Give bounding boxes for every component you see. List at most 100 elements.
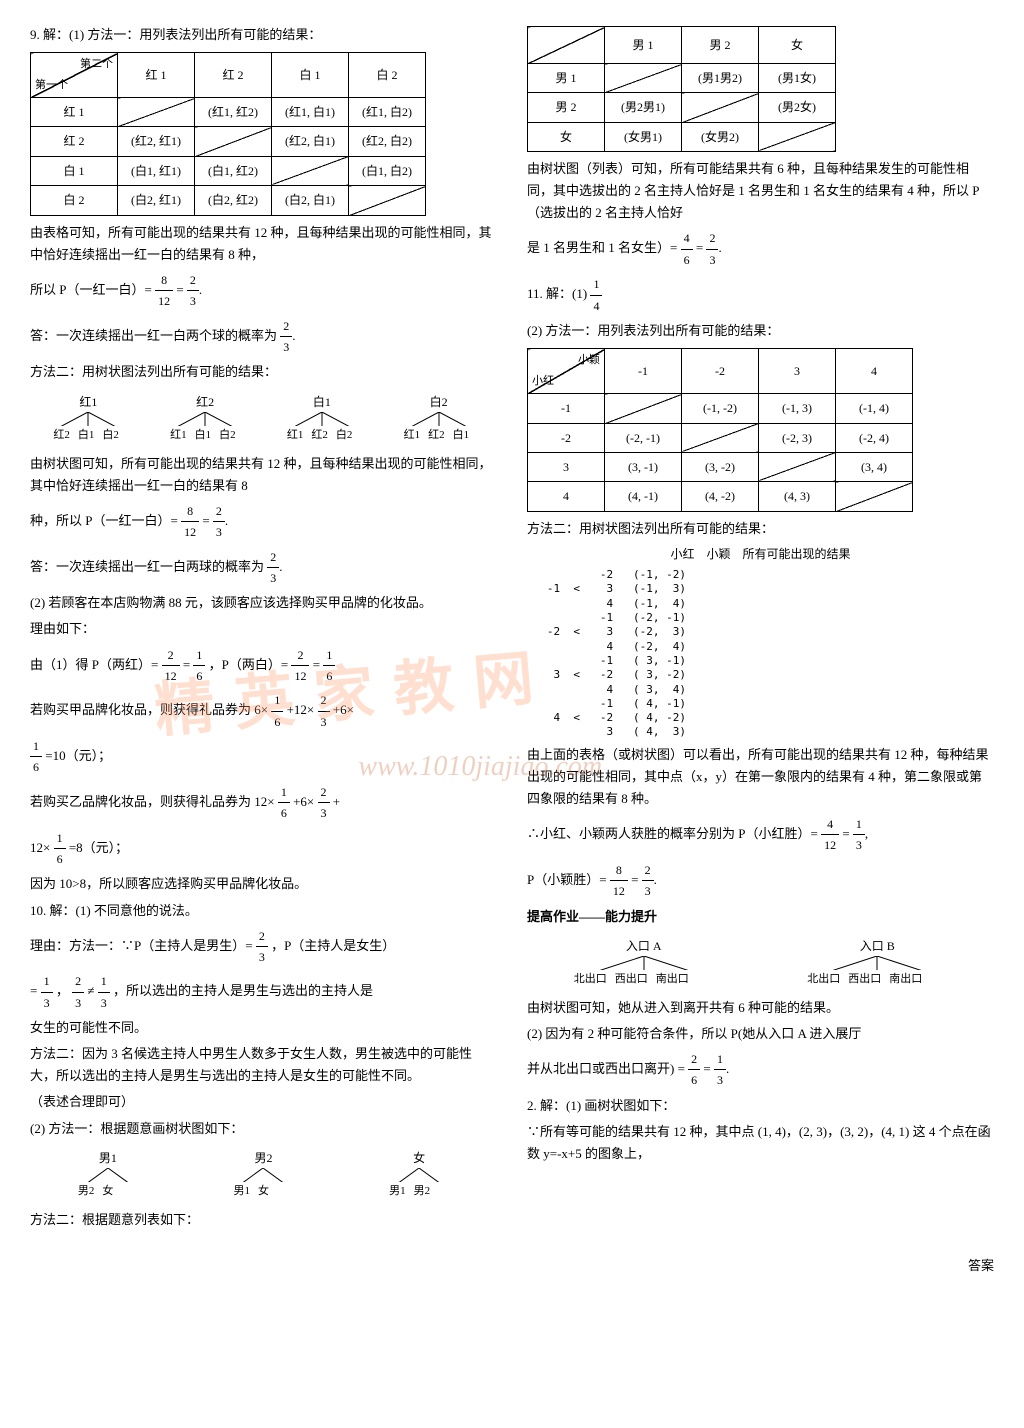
t1-cell — [195, 127, 272, 156]
text: ， — [56, 983, 69, 998]
t3-cell: (-2, 3) — [759, 423, 836, 452]
t3-col: -1 — [605, 349, 682, 394]
text: 答：一次连续摇出一红一白两个球的概率为 — [30, 328, 277, 343]
para: 由树状图可知，她从进入到离开共有 6 种可能的结果。 — [527, 997, 994, 1019]
para: 并从北出口或西出口离开) = 26 = 13. — [527, 1049, 994, 1091]
t2-cell — [759, 122, 836, 151]
t2-cell: (男1女) — [759, 64, 836, 93]
t1-cell: (白1, 白2) — [349, 156, 426, 185]
tree-branch: 男2 男1女 — [233, 1148, 293, 1201]
t3-col: 4 — [836, 349, 913, 394]
tree-branch: 白2 红1红2白1 — [404, 392, 474, 445]
tree-leaf: 白1 — [195, 426, 212, 445]
t1-rowh: 白 1 — [31, 156, 118, 185]
t1-cell: (白2, 白1) — [272, 186, 349, 215]
tree-leaf: 男2 — [414, 1182, 431, 1201]
tree-node: 红1 — [53, 392, 123, 412]
para: 是 1 名男生和 1 名女生）= 46 = 23. — [527, 228, 994, 270]
text: ，所以选出的主持人是男生与选出的主持人是 — [113, 983, 373, 998]
para: 若购买乙品牌化妆品，则获得礼品券为 12× 16 +6× 23 + — [30, 782, 497, 824]
t1-corner-bottom: 第一个 — [35, 76, 68, 95]
tree-branch: 白1 红1红2白2 — [287, 392, 357, 445]
table2: 男 1 男 2 女 男 1 (男1男2) (男1女) 男 2 (男2男1) (男… — [527, 26, 836, 152]
t3-cell — [836, 482, 913, 511]
t3-cell — [682, 423, 759, 452]
tree-lines-icon — [389, 1168, 449, 1182]
t3-cell — [605, 394, 682, 423]
t1-col: 白 1 — [272, 53, 349, 98]
t1-cell: (白2, 红2) — [195, 186, 272, 215]
t1-cell: (白1, 红1) — [118, 156, 195, 185]
t3-rowh: 4 — [528, 482, 605, 511]
text: +6× — [333, 702, 354, 717]
para: (2) 方法一：根据题意画树状图如下： — [30, 1118, 497, 1140]
tree-node: 男1 — [78, 1148, 138, 1168]
left-column: 9. 解：(1) 方法一：用列表法列出所有可能的结果： 第二个 第一个 红 1 … — [30, 20, 497, 1235]
t1-cell — [272, 156, 349, 185]
t3-cell: (-1, 4) — [836, 394, 913, 423]
text: +6× — [293, 794, 314, 809]
text: +12× — [287, 702, 315, 717]
text: 若购买乙品牌化妆品，则获得礼品券为 12× — [30, 794, 275, 809]
para: (2) 方法一：用列表法列出所有可能的结果： — [527, 320, 994, 342]
t2-col: 男 2 — [682, 27, 759, 64]
t2-col: 女 — [759, 27, 836, 64]
t1-cell: (白2, 红1) — [118, 186, 195, 215]
text: =10（元）； — [45, 748, 111, 763]
t1-cell: (红2, 白2) — [349, 127, 426, 156]
text: 若购买甲品牌化妆品，则获得礼品券为 6× — [30, 702, 268, 717]
fraction: 16 — [278, 782, 290, 824]
t1-corner-top: 第二个 — [80, 55, 113, 74]
tree-node: 入口 B — [807, 936, 947, 956]
text: = — [842, 826, 853, 841]
tree-node: 白2 — [404, 392, 474, 412]
t1-cell: (红1, 红2) — [195, 98, 272, 127]
t2-cell: (男2男1) — [605, 93, 682, 122]
t3-corner-bottom: 小红 — [532, 372, 554, 391]
t3-cell: (-1, -2) — [682, 394, 759, 423]
fraction: 46 — [681, 228, 693, 270]
text: + — [333, 794, 340, 809]
t1-cell — [118, 98, 195, 127]
tree3-header: 小红 小颖 所有可能出现的结果 — [527, 544, 994, 564]
tree-diagram-1: 红1 红2白1白2 红2 红1白1白2 白1 红1红2白2 白2 红1红2白1 — [30, 392, 497, 445]
text: = — [631, 872, 642, 887]
para: ∴小红、小颖两人获胜的概率分别为 P（小红胜）= 412 = 13, — [527, 814, 994, 856]
tree-lines-icon — [170, 412, 240, 426]
text: = — [183, 656, 194, 671]
para: (2) 因为有 2 种可能符合条件，所以 P(她从入口 A 进入展厅 — [527, 1023, 994, 1045]
t2-rowh: 男 2 — [528, 93, 605, 122]
t3-rowh: -1 — [528, 394, 605, 423]
para: 方法二：根据题意列表如下： — [30, 1209, 497, 1231]
tree-leaf: 红1 — [404, 426, 421, 445]
t1-rowh: 白 2 — [31, 186, 118, 215]
fraction: 16 — [271, 690, 283, 732]
fraction: 23 — [642, 860, 654, 902]
para: 方法二：用树状图法列出所有可能的结果： — [527, 518, 994, 540]
t1-cell: (红2, 红1) — [118, 127, 195, 156]
tree-lines-icon — [78, 1168, 138, 1182]
text: ≠ — [87, 983, 94, 998]
text: 所以 P（一红一白）= — [30, 282, 155, 297]
page-footer: 答案 — [30, 1255, 994, 1277]
text: = — [703, 1061, 714, 1076]
para: 因为 10>8，所以顾客应选择购买甲品牌化妆品。 — [30, 873, 497, 895]
tree-leaf: 男1 — [233, 1182, 250, 1201]
para: 由表格可知，所有可能出现的结果共有 12 种，且每种结果出现的可能性相同，其中恰… — [30, 222, 497, 266]
right-column: 男 1 男 2 女 男 1 (男1男2) (男1女) 男 2 (男2男1) (男… — [527, 20, 994, 1235]
t1-cell: (红1, 白1) — [272, 98, 349, 127]
tree-lines-icon — [404, 412, 474, 426]
tree-lines-icon — [233, 1168, 293, 1182]
fraction: 26 — [688, 1049, 700, 1091]
text: 由（1）得 P（两红）= — [30, 656, 162, 671]
tree-diagram-4: 入口 A 北出口西出口南出口 入口 B 北出口西出口南出口 — [527, 936, 994, 989]
t2-cell: (男1男2) — [682, 64, 759, 93]
para: 16 =10（元）； — [30, 736, 497, 778]
t1-col: 红 1 — [118, 53, 195, 98]
fraction: 23 — [267, 547, 279, 589]
tree-leaf: 白2 — [336, 426, 353, 445]
tree-leaf: 西出口 — [848, 970, 881, 989]
table1: 第二个 第一个 红 1 红 2 白 1 白 2 红 1 (红1, 红2) (红1… — [30, 52, 426, 216]
tree-branch: 入口 A 北出口西出口南出口 — [574, 936, 714, 989]
tree-lines-icon — [53, 412, 123, 426]
